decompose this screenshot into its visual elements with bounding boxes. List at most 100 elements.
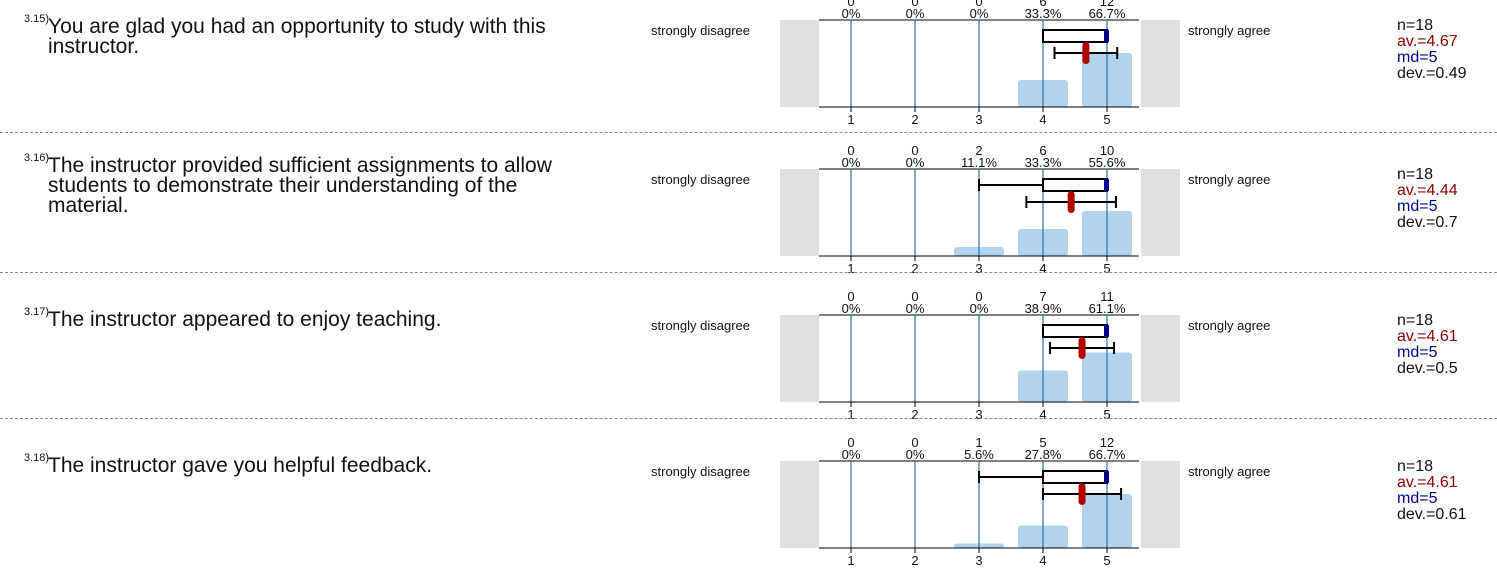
count-label: 0 [847, 435, 854, 450]
tick-label-5: 5 [1103, 261, 1110, 276]
question-text: The instructor gave you helpful feedback… [48, 454, 433, 477]
scale-right-box [1141, 461, 1180, 548]
mean-marker [1082, 42, 1090, 64]
tick-label-3: 3 [975, 553, 982, 568]
percent-label: 38.9% [1025, 301, 1062, 316]
percent-label: 27.8% [1025, 447, 1062, 462]
scale-left-label: strongly disagree [651, 318, 750, 333]
scale-left-box [780, 169, 819, 256]
tick-label-5: 5 [1103, 553, 1110, 568]
tick-label-3: 3 [975, 112, 982, 127]
scale-left-box [780, 20, 819, 107]
count-label: 0 [911, 289, 918, 304]
scale-right-box [1141, 315, 1180, 402]
percent-label: 66.7% [1089, 447, 1126, 462]
scale-right-label: strongly agree [1188, 23, 1271, 38]
iqr-box [1042, 29, 1108, 43]
tick-label-1: 1 [847, 553, 854, 568]
scale-left-box [780, 461, 819, 548]
tick-label-4: 4 [1039, 553, 1046, 568]
tick-label-1: 1 [847, 407, 854, 422]
stat-median: md=5 [1397, 49, 1438, 66]
count-label: 10 [1100, 143, 1114, 158]
stat-average: av.=4.67 [1397, 33, 1458, 50]
tick-label-2: 2 [911, 112, 918, 127]
question-number: 3.15) [24, 13, 50, 25]
stat-median: md=5 [1397, 344, 1438, 361]
count-label: 0 [911, 0, 918, 9]
stat-deviation: dev.=0.5 [1397, 360, 1458, 377]
stat-n: n=18 [1397, 17, 1434, 34]
stats-block: n=18 av.=4.61 md=5 dev.=0.5 [1397, 313, 1458, 377]
mean-marker [1067, 191, 1075, 213]
scale-left-box [780, 315, 819, 402]
stats-block: n=18 av.=4.61 md=5 dev.=0.61 [1397, 459, 1467, 523]
stat-average: av.=4.61 [1397, 328, 1458, 345]
percent-label: 0% [906, 6, 925, 21]
stat-average: av.=4.61 [1397, 474, 1458, 491]
count-label: 0 [975, 289, 982, 304]
count-label: 0 [847, 0, 854, 9]
scale-left-label: strongly disagree [651, 172, 750, 187]
stat-median: md=5 [1397, 490, 1438, 507]
stat-average: av.=4.44 [1397, 182, 1458, 199]
tick-label-4: 4 [1039, 261, 1046, 276]
tick-label-3: 3 [975, 261, 982, 276]
question-text: The instructor provided sufficient assig… [48, 154, 552, 217]
tick-label-2: 2 [911, 261, 918, 276]
stat-deviation: dev.=0.49 [1397, 65, 1467, 82]
count-label: 5 [1039, 435, 1046, 450]
percent-label: 11.1% [961, 155, 997, 170]
median-marker [1104, 471, 1109, 483]
percent-label: 0% [842, 6, 861, 21]
scale-right-label: strongly agree [1188, 318, 1271, 333]
count-label: 0 [847, 289, 854, 304]
scale-left-label: strongly disagree [651, 23, 750, 38]
iqr-box [1042, 470, 1108, 484]
scale-right-label: strongly agree [1188, 172, 1271, 187]
iqr-box [1042, 178, 1108, 192]
tick-label-2: 2 [911, 553, 918, 568]
percent-label: 66.7% [1089, 6, 1126, 21]
count-label: 12 [1100, 0, 1114, 9]
median-marker [1104, 30, 1109, 42]
percent-label: 0% [906, 447, 925, 462]
count-label: 12 [1100, 435, 1114, 450]
stat-n: n=18 [1397, 458, 1434, 475]
stat-median: md=5 [1397, 198, 1438, 215]
tick-label-5: 5 [1103, 407, 1110, 422]
tick-label-1: 1 [847, 261, 854, 276]
count-label: 7 [1039, 289, 1046, 304]
row-separator [0, 418, 1497, 419]
count-label: 6 [1039, 0, 1046, 9]
scale-left-label: strongly disagree [651, 464, 750, 479]
question-number: 3.17) [24, 306, 50, 318]
count-label: 1 [975, 435, 982, 450]
percent-label: 0% [842, 301, 861, 316]
scale-right-box [1141, 169, 1180, 256]
question-number: 3.16) [24, 152, 50, 164]
stat-deviation: dev.=0.7 [1397, 214, 1458, 231]
scale-right-box [1141, 20, 1180, 107]
percent-label: 0% [906, 155, 925, 170]
question-number: 3.18) [24, 452, 50, 464]
count-label: 11 [1100, 289, 1114, 304]
tick-label-4: 4 [1039, 112, 1046, 127]
percent-label: 0% [842, 155, 861, 170]
percent-label: 61.1% [1089, 301, 1126, 316]
stats-block: n=18 av.=4.44 md=5 dev.=0.7 [1397, 167, 1458, 231]
count-label: 0 [911, 143, 918, 158]
question-text: You are glad you had an opportunity to s… [48, 15, 546, 58]
count-label: 2 [975, 143, 982, 158]
count-label: 0 [975, 0, 982, 9]
percent-label: 0% [970, 301, 989, 316]
iqr-box [1042, 324, 1108, 338]
tick-label-1: 1 [847, 112, 854, 127]
mean-marker [1078, 483, 1086, 505]
percent-label: 5.6% [964, 447, 994, 462]
median-marker [1104, 179, 1109, 191]
question-text: The instructor appeared to enjoy teachin… [48, 308, 442, 331]
percent-label: 0% [970, 6, 989, 21]
